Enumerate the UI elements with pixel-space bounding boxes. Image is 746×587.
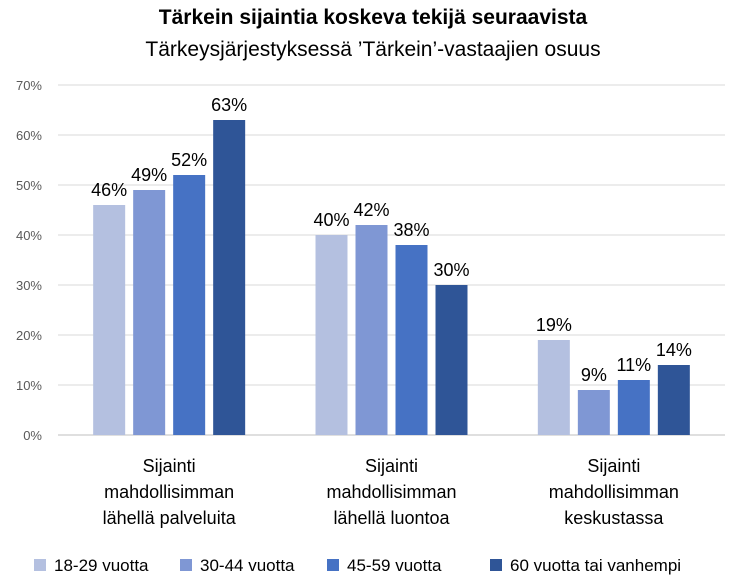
data-label: 46% [91, 180, 127, 200]
data-label: 38% [393, 220, 429, 240]
x-category-label: lähellä palveluita [103, 508, 237, 528]
bar [657, 365, 690, 435]
legend-label: 18-29 vuotta [54, 556, 149, 575]
data-label: 19% [536, 315, 572, 335]
y-tick-label: 60% [16, 128, 42, 143]
bar [617, 380, 650, 435]
data-label: 63% [211, 95, 247, 115]
legend-label: 45-59 vuotta [347, 556, 442, 575]
data-label: 52% [171, 150, 207, 170]
legend: 18-29 vuotta 30-44 vuotta 45-59 vuotta 60 v… [34, 556, 681, 575]
x-category-label: mahdollisimman [104, 482, 234, 502]
legend-swatch [490, 559, 502, 571]
legend-label: 60 vuotta tai vanhempi [510, 556, 681, 575]
legend-label: 30-44 vuotta [200, 556, 295, 575]
bar [395, 245, 428, 435]
legend-swatch [180, 559, 192, 571]
bars [93, 120, 690, 435]
bar [133, 190, 166, 435]
chart-subtitle: Tärkeysjärjestyksessä ’Tärkein’-vastaaji… [145, 38, 601, 61]
data-label: 40% [313, 210, 349, 230]
x-category-label: Sijainti [143, 456, 196, 476]
bar [315, 235, 348, 435]
legend-swatch [327, 559, 339, 571]
bar [355, 225, 388, 435]
x-category-label: mahdollisimman [326, 482, 456, 502]
x-category-label: keskustassa [564, 508, 664, 528]
y-tick-label: 0% [23, 428, 42, 443]
bar [213, 120, 246, 435]
bar [435, 285, 468, 435]
data-labels: 46%49%52% 63% 40% 42%38%30% 19% 9% 11%14% [91, 95, 692, 385]
x-category-label: Sijainti [587, 456, 640, 476]
x-category-label: lähellä luontoa [333, 508, 450, 528]
data-label: 11% [616, 355, 651, 375]
bar [577, 390, 610, 435]
legend-swatch [34, 559, 46, 571]
data-label: 14% [656, 340, 692, 360]
data-label: 49% [131, 165, 167, 185]
bar [537, 340, 570, 435]
x-category-label: mahdollisimman [549, 482, 679, 502]
bar [93, 205, 126, 435]
gridlines [58, 84, 725, 436]
bar [173, 175, 206, 435]
y-tick-label: 10% [16, 378, 42, 393]
data-label: 42% [353, 200, 389, 220]
y-tick-label: 50% [16, 178, 42, 193]
data-label: 9% [581, 365, 607, 385]
chart-title: Tärkein sijaintia koskeva tekijä seuraav… [158, 6, 588, 29]
x-category-label: Sijainti [365, 456, 418, 476]
y-tick-label: 40% [16, 228, 42, 243]
y-tick-label: 20% [16, 328, 42, 343]
x-axis: Sijainti mahdollisimman lähellä palveluita… [103, 456, 679, 528]
y-tick-label: 30% [16, 278, 42, 293]
y-tick-label: 70% [16, 78, 42, 93]
data-label: 30% [433, 260, 469, 280]
y-axis: 0% 10% 20% 30% 40% 50% 60% 70% [16, 78, 42, 443]
